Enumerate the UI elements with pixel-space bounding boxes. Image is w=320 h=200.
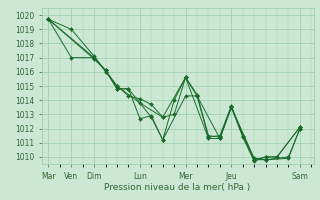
X-axis label: Pression niveau de la mer( hPa ): Pression niveau de la mer( hPa ) [104, 183, 251, 192]
